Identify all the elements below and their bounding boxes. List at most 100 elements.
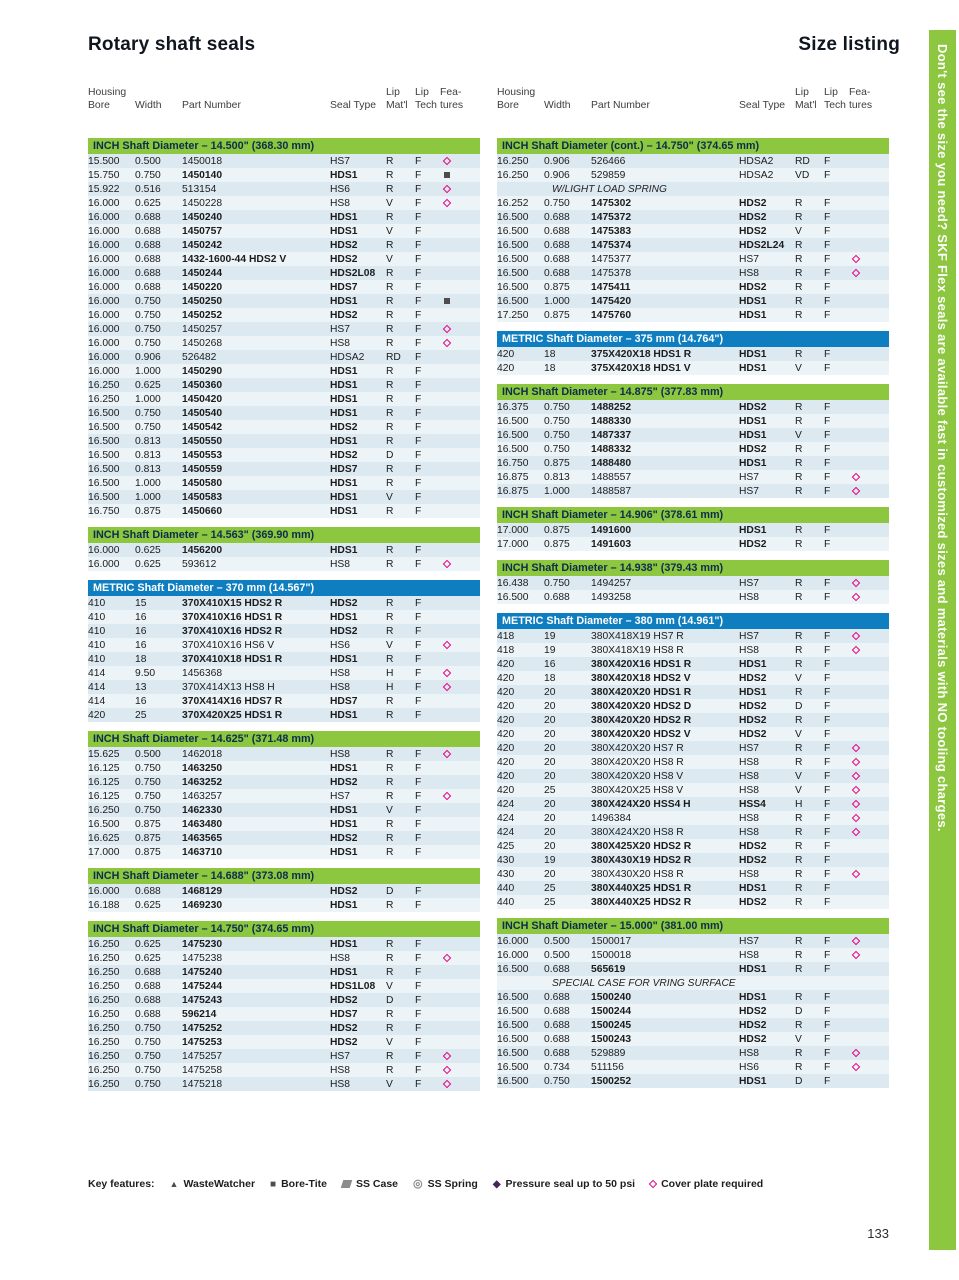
cell-seal-type: HDS7 <box>330 1008 358 1020</box>
cell-part-number: 380X420X20 HS8 V <box>591 770 684 782</box>
cell-width: 0.688 <box>135 211 161 223</box>
cell-lip-tech: F <box>824 1033 831 1045</box>
cell-part-number: 1475257 <box>182 1050 223 1062</box>
cell-part-number: 380X420X20 HDS2 D <box>591 700 692 712</box>
cell-housing-bore: 16.000 <box>88 365 120 377</box>
cell-housing-bore: 420 <box>497 784 515 796</box>
table-row: 16.250 0.688 1475243 HDS2 D F <box>88 993 480 1007</box>
cell-part-number: 1468129 <box>182 885 223 897</box>
cell-lip-material: R <box>386 155 394 167</box>
legend-item-ss-spring: SS Spring <box>413 1178 478 1190</box>
cell-part-number: 380X420X20 HDS2 R <box>591 714 692 726</box>
cell-features <box>849 1062 877 1072</box>
cell-seal-type: HS7 <box>330 323 351 335</box>
cell-width: 0.688 <box>544 991 570 1003</box>
table-row: 420 20 380X420X20 HDS2 D HDS2 D F <box>497 699 889 713</box>
cell-housing-bore: 420 <box>497 742 515 754</box>
cell-part-number: 1456200 <box>182 544 223 556</box>
cell-seal-type: HDS1 <box>330 379 358 391</box>
cell-lip-material: R <box>795 471 803 483</box>
cell-housing-bore: 430 <box>497 868 515 880</box>
cell-seal-type: HS8 <box>739 644 760 656</box>
cell-lip-tech: F <box>824 935 831 947</box>
cell-housing-bore: 420 <box>497 348 515 360</box>
cell-seal-type: HDS1 <box>330 477 358 489</box>
section-title: INCH Shaft Diameter (cont.) – 14.750" (3… <box>497 138 889 154</box>
cell-width: 0.875 <box>135 505 161 517</box>
cell-lip-material: R <box>795 443 803 455</box>
cover-plate-diamond-icon <box>851 950 861 960</box>
cell-housing-bore: 414 <box>88 681 106 693</box>
cell-width: 25 <box>135 709 147 721</box>
cell-housing-bore: 16.000 <box>88 337 120 349</box>
cell-lip-material: R <box>795 812 803 824</box>
cell-lip-material: R <box>795 742 803 754</box>
cell-part-number: 1450228 <box>182 197 223 209</box>
cell-part-number: 380X420X20 HS7 R <box>591 742 684 754</box>
cell-lip-tech: F <box>415 197 422 209</box>
table-row: 424 20 1496384 HS8 R F <box>497 811 889 825</box>
cell-part-number: 565619 <box>591 963 626 975</box>
cover-plate-diamond-icon <box>851 869 861 879</box>
cover-plate-diamond-icon <box>851 472 861 482</box>
table-row: 16.500 0.688 1475378 HS8 R F <box>497 266 889 280</box>
section-title: INCH Shaft Diameter – 14.875" (377.83 mm… <box>497 384 889 400</box>
cell-housing-bore: 16.625 <box>88 832 120 844</box>
cell-width: 0.688 <box>135 239 161 251</box>
cell-part-number: 1500244 <box>591 1005 632 1017</box>
cell-lip-tech: F <box>824 281 831 293</box>
cell-lip-material: R <box>386 653 394 665</box>
cell-lip-material: V <box>386 1036 393 1048</box>
cell-housing-bore: 16.000 <box>88 281 120 293</box>
cell-width: 0.750 <box>544 197 570 209</box>
cell-seal-type: HS8 <box>330 197 351 209</box>
cell-part-number: 1475238 <box>182 952 223 964</box>
cell-part-number: 370X414X13 HS8 H <box>182 681 275 693</box>
cell-housing-bore: 16.125 <box>88 762 120 774</box>
cell-lip-material: V <box>795 784 802 796</box>
cell-width: 25 <box>544 784 556 796</box>
legend-item-label: Pressure seal up to 50 psi <box>505 1178 636 1190</box>
cell-width: 0.688 <box>135 225 161 237</box>
bore-tite-square-icon <box>270 1179 276 1190</box>
cell-lip-tech: F <box>415 611 422 623</box>
table-row: 425 20 380X425X20 HDS2 R HDS2 R F <box>497 839 889 853</box>
cell-seal-type: HDS2 <box>330 421 358 433</box>
cell-lip-tech: F <box>824 443 831 455</box>
cell-housing-bore: 16.500 <box>497 963 529 975</box>
cell-part-number: 1475302 <box>591 197 632 209</box>
cell-width: 0.750 <box>135 1064 161 1076</box>
cell-part-number: 1432-1600-44 HDS2 V <box>182 253 287 265</box>
cover-plate-diamond-icon <box>442 1079 452 1089</box>
cell-lip-material: R <box>386 463 394 475</box>
cell-lip-material: V <box>795 225 802 237</box>
table-row: 410 16 370X410X16 HDS1 R HDS1 R F <box>88 610 480 624</box>
cell-lip-material: R <box>386 295 394 307</box>
cell-lip-tech: F <box>415 544 422 556</box>
cell-housing-bore: 16.500 <box>497 1061 529 1073</box>
cell-width: 0.750 <box>544 443 570 455</box>
cell-lip-material: R <box>795 281 803 293</box>
cell-housing-bore: 16.000 <box>88 544 120 556</box>
table-row: 16.000 0.625 1456200 HDS1 R F <box>88 543 480 557</box>
cell-width: 18 <box>135 653 147 665</box>
cover-plate-diamond-icon <box>442 668 452 678</box>
cell-seal-type: HS8 <box>330 748 351 760</box>
cell-lip-tech: F <box>824 362 831 374</box>
table-row: 16.000 0.688 1450242 HDS2 R F <box>88 238 480 252</box>
cell-lip-material: R <box>386 281 394 293</box>
cell-part-number: 1463710 <box>182 846 223 858</box>
cover-plate-diamond-icon <box>442 184 452 194</box>
cell-housing-bore: 16.500 <box>497 253 529 265</box>
cell-lip-tech: F <box>415 748 422 760</box>
cell-lip-tech: F <box>415 225 422 237</box>
legend-item-label: Bore-Tite <box>281 1178 327 1190</box>
cell-lip-material: R <box>386 1022 394 1034</box>
table-row: 16.500 0.875 1475411 HDS2 R F <box>497 280 889 294</box>
cell-width: 0.750 <box>544 401 570 413</box>
cell-part-number: 1475230 <box>182 938 223 950</box>
cell-part-number: 1500240 <box>591 991 632 1003</box>
cell-part-number: 1475252 <box>182 1022 223 1034</box>
cell-seal-type: HDS2 <box>739 225 767 237</box>
cell-part-number: 1475243 <box>182 994 223 1006</box>
